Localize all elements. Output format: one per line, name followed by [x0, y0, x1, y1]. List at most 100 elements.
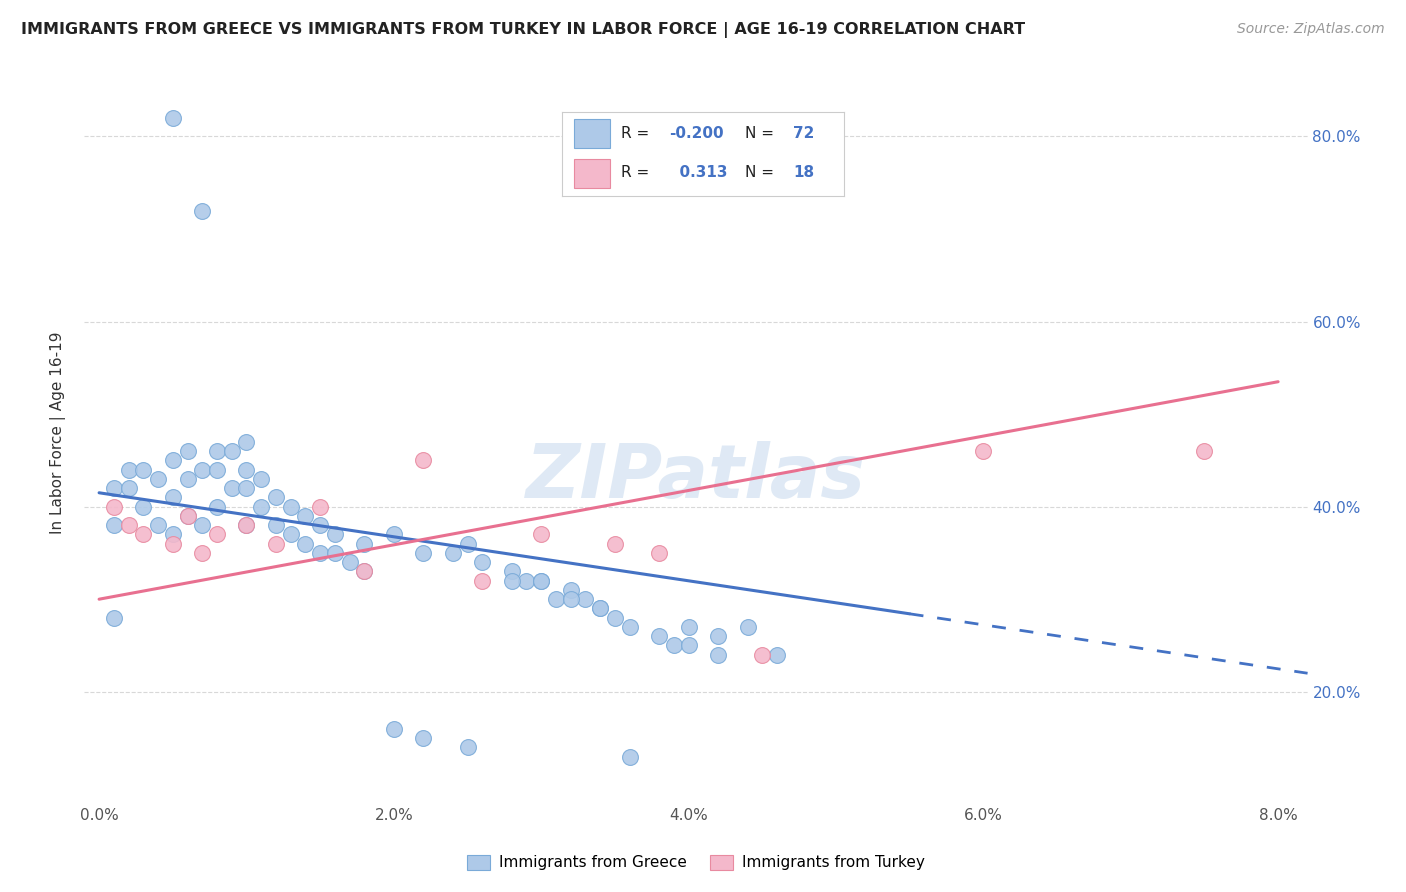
- Text: 72: 72: [793, 126, 814, 141]
- Point: [117, 481, 139, 495]
- Point: [162, 491, 184, 505]
- Point: [235, 481, 257, 495]
- Point: [457, 740, 479, 755]
- Point: [162, 111, 184, 125]
- Point: [103, 500, 125, 514]
- Text: N =: N =: [745, 165, 779, 180]
- Point: [176, 472, 198, 486]
- Point: [382, 722, 405, 736]
- Point: [662, 639, 685, 653]
- Point: [471, 574, 494, 588]
- Point: [589, 601, 612, 615]
- Point: [530, 574, 553, 588]
- Point: [309, 500, 332, 514]
- Point: [603, 536, 626, 550]
- Point: [678, 639, 700, 653]
- Point: [619, 620, 641, 634]
- Point: [235, 518, 257, 533]
- Point: [972, 444, 994, 458]
- Point: [264, 536, 287, 550]
- Point: [280, 527, 302, 541]
- Y-axis label: In Labor Force | Age 16-19: In Labor Force | Age 16-19: [49, 331, 66, 534]
- Point: [117, 462, 139, 476]
- Point: [544, 592, 567, 607]
- Point: [132, 500, 155, 514]
- Point: [221, 481, 243, 495]
- Point: [707, 629, 730, 643]
- Point: [146, 472, 169, 486]
- Point: [103, 610, 125, 624]
- Text: R =: R =: [621, 165, 655, 180]
- Point: [353, 565, 375, 579]
- Text: Source: ZipAtlas.com: Source: ZipAtlas.com: [1237, 22, 1385, 37]
- Text: R =: R =: [621, 126, 655, 141]
- Point: [412, 546, 434, 560]
- Point: [648, 629, 671, 643]
- Text: 18: 18: [793, 165, 814, 180]
- Point: [412, 731, 434, 745]
- Text: IMMIGRANTS FROM GREECE VS IMMIGRANTS FROM TURKEY IN LABOR FORCE | AGE 16-19 CORR: IMMIGRANTS FROM GREECE VS IMMIGRANTS FRO…: [21, 22, 1025, 38]
- Point: [176, 508, 198, 523]
- Point: [353, 536, 375, 550]
- Point: [323, 527, 346, 541]
- Point: [191, 518, 214, 533]
- Point: [751, 648, 773, 662]
- Point: [235, 434, 257, 449]
- Point: [176, 508, 198, 523]
- Point: [309, 546, 332, 560]
- Point: [589, 601, 612, 615]
- Point: [603, 610, 626, 624]
- Point: [294, 508, 316, 523]
- Point: [132, 462, 155, 476]
- Point: [103, 481, 125, 495]
- Point: [117, 518, 139, 533]
- Point: [162, 536, 184, 550]
- Point: [250, 472, 273, 486]
- Point: [146, 518, 169, 533]
- Point: [280, 500, 302, 514]
- Point: [560, 582, 582, 597]
- Point: [250, 500, 273, 514]
- Point: [191, 462, 214, 476]
- Point: [191, 203, 214, 218]
- Point: [707, 648, 730, 662]
- Point: [162, 527, 184, 541]
- Point: [1194, 444, 1216, 458]
- Point: [294, 536, 316, 550]
- Legend: Immigrants from Greece, Immigrants from Turkey: Immigrants from Greece, Immigrants from …: [461, 848, 931, 877]
- Point: [205, 462, 228, 476]
- Point: [560, 592, 582, 607]
- Point: [441, 546, 464, 560]
- Point: [382, 527, 405, 541]
- Bar: [574, 120, 610, 148]
- Point: [678, 620, 700, 634]
- Point: [501, 574, 523, 588]
- Point: [339, 555, 361, 569]
- Point: [176, 444, 198, 458]
- Point: [530, 527, 553, 541]
- Point: [264, 518, 287, 533]
- Point: [501, 565, 523, 579]
- Point: [353, 565, 375, 579]
- Point: [648, 546, 671, 560]
- Point: [323, 546, 346, 560]
- Point: [132, 527, 155, 541]
- Text: -0.200: -0.200: [669, 126, 724, 141]
- Point: [766, 648, 789, 662]
- Point: [264, 491, 287, 505]
- Point: [412, 453, 434, 467]
- Point: [191, 546, 214, 560]
- Text: 0.313: 0.313: [669, 165, 728, 180]
- Point: [235, 462, 257, 476]
- Point: [471, 555, 494, 569]
- Point: [235, 518, 257, 533]
- Point: [457, 536, 479, 550]
- Point: [530, 574, 553, 588]
- Point: [205, 527, 228, 541]
- Point: [574, 592, 596, 607]
- Point: [205, 444, 228, 458]
- Point: [221, 444, 243, 458]
- Point: [515, 574, 537, 588]
- Text: ZIPatlas: ZIPatlas: [526, 441, 866, 514]
- Point: [619, 749, 641, 764]
